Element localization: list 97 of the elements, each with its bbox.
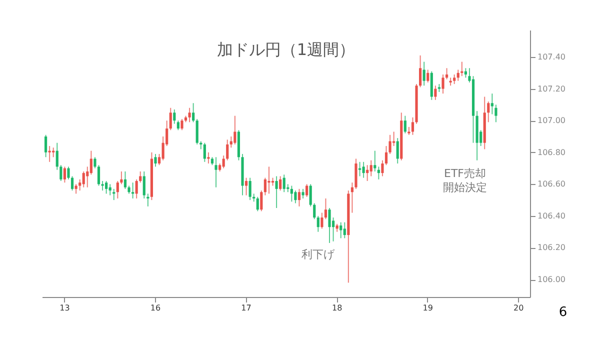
candlestick [490,93,494,115]
candlestick [192,102,195,123]
candlestick [316,215,320,232]
candlestick [275,176,278,208]
candlestick [222,155,225,169]
y-tick-label: 107.40 [538,52,566,62]
y-tick-label: 106.00 [538,275,566,284]
text: 加ドル円（1週間） [216,40,356,59]
candlestick [370,160,372,177]
candlestick [340,222,342,239]
candlestick [426,69,430,83]
y-tick-label: 106.80 [538,148,566,157]
annotation: ETF売却 [444,167,486,180]
candlestick [105,180,108,194]
candlestick [188,107,191,123]
candlestick [302,188,304,199]
candlestick [320,212,324,230]
candlestick [135,178,138,199]
x-tick-label: 16 [150,304,161,312]
candlestick [290,185,293,202]
candlestick [63,166,66,184]
candlestick [366,164,369,182]
candlestick [354,158,358,190]
candlestick [377,166,380,180]
candlestick [70,176,74,192]
candlestick [74,184,78,194]
candlestick [442,74,444,94]
candlestick [268,166,270,194]
candlestick [430,70,433,100]
x-tick-label: 19 [422,304,433,312]
y-tick-label: 106.60 [538,180,566,189]
candlestick [453,74,456,85]
candlestick [139,170,142,184]
candlestick [464,68,467,78]
candlestick [374,150,376,172]
candlestick [343,222,346,239]
candlestick [169,107,172,131]
candlestick [396,138,399,164]
candlestick [67,166,70,180]
candlestick [173,108,176,124]
candlestick [154,153,157,168]
candlestick [142,170,146,199]
candlestick [90,150,92,176]
candlestick [279,176,282,192]
candlestick [411,116,414,136]
candlestick [362,161,365,178]
candlestick [214,156,218,188]
candlestick [298,188,301,207]
annotation: 開始決定 [443,181,487,194]
y-tick-label: 107.00 [538,116,566,126]
y-tick-label: 107.20 [538,84,566,94]
y-tick-label: 106.20 [538,243,566,252]
candlestick [282,174,286,193]
candlestick [256,196,259,212]
candlestick [294,190,297,204]
candlestick [404,115,406,134]
candlestick [226,139,229,161]
x-tick-label: 13 [60,304,70,312]
candlestick [309,184,312,207]
candlestick [260,190,263,212]
candlestick [434,85,437,100]
candlestick [60,164,62,182]
y-tick-label: 106.40 [538,211,566,220]
candlestick [120,170,123,185]
candlestick [388,134,392,154]
candlestick [101,180,104,192]
candlestick [180,118,184,131]
candlestick [116,180,119,199]
candlestick [244,177,248,196]
candlestick [456,69,460,82]
candlestick [328,208,331,244]
candlestick [108,184,112,196]
candlestick [418,54,422,88]
candlestick [56,142,58,170]
candlestick [230,136,232,148]
annotation: 利下げ [302,248,336,261]
candlestick [422,61,426,86]
x-tick-label: 20 [514,304,524,312]
x-tick-label: 17 [241,304,252,312]
candlestick [324,198,328,220]
candlestick [306,184,308,198]
candlestick [264,177,266,196]
candlestick [176,120,180,131]
candlestick [487,101,490,123]
candlestick [313,202,316,220]
text: 6 [558,305,568,320]
candlestick [248,177,252,201]
candlestick [445,68,448,80]
x-tick-label: 18 [332,304,342,312]
candlestick [124,170,127,190]
candlestick [44,134,48,158]
candlestick [350,182,354,214]
candlestick [196,118,198,145]
candlestick [82,170,85,188]
candlestick [234,115,236,145]
candlestick [494,104,498,123]
candlestick [203,142,206,162]
